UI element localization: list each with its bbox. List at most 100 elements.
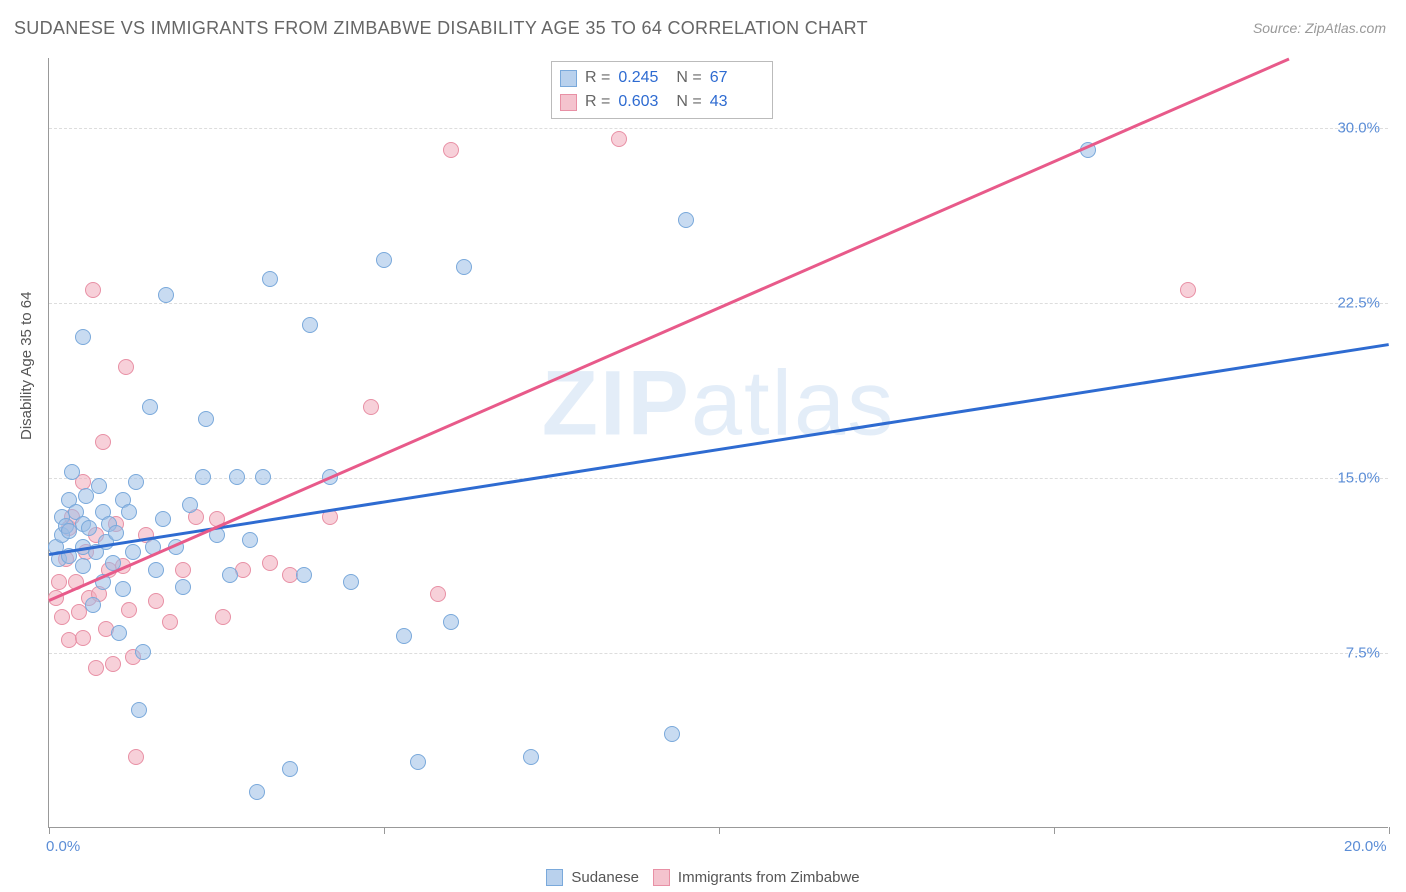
scatter-point-pink (262, 555, 278, 571)
legend-swatch-pink (560, 94, 577, 111)
gridline (49, 303, 1388, 304)
scatter-point-pink (430, 586, 446, 602)
legend-label: Immigrants from Zimbabwe (678, 869, 860, 886)
scatter-point-blue (182, 497, 198, 513)
y-tick-label: 15.0% (1337, 470, 1380, 487)
legend-swatch-pink (653, 869, 670, 886)
x-tick (1054, 827, 1055, 834)
y-tick-label: 7.5% (1346, 645, 1380, 662)
scatter-point-blue (302, 317, 318, 333)
scatter-point-blue (135, 644, 151, 660)
scatter-point-blue (121, 504, 137, 520)
r-value: 0.245 (618, 69, 668, 87)
chart-title: SUDANESE VS IMMIGRANTS FROM ZIMBABWE DIS… (14, 18, 868, 39)
scatter-point-blue (155, 511, 171, 527)
n-value: 67 (710, 69, 760, 87)
scatter-point-pink (105, 656, 121, 672)
legend-swatch-blue (546, 869, 563, 886)
r-label: R = (585, 69, 610, 87)
regression-line-blue (49, 343, 1389, 555)
scatter-point-blue (282, 761, 298, 777)
scatter-point-blue (142, 399, 158, 415)
scatter-point-blue (396, 628, 412, 644)
x-tick (384, 827, 385, 834)
scatter-point-blue (128, 474, 144, 490)
gridline (49, 653, 1388, 654)
scatter-point-pink (175, 562, 191, 578)
n-label: N = (676, 69, 701, 87)
x-tick (49, 827, 50, 834)
scatter-point-pink (75, 630, 91, 646)
scatter-point-blue (376, 252, 392, 268)
gridline (49, 128, 1388, 129)
series-legend: Sudanese Immigrants from Zimbabwe (0, 869, 1406, 886)
scatter-point-blue (664, 726, 680, 742)
watermark: ZIPatlas (542, 352, 895, 457)
chart-plot-area: ZIPatlas R = 0.245 N = 67 R = 0.603 N = 43 7.5%… (48, 58, 1388, 828)
scatter-point-blue (249, 784, 265, 800)
scatter-point-pink (215, 609, 231, 625)
scatter-point-pink (85, 282, 101, 298)
r-value: 0.603 (618, 93, 668, 111)
legend-swatch-blue (560, 70, 577, 87)
scatter-point-pink (162, 614, 178, 630)
legend-row: R = 0.603 N = 43 (560, 90, 760, 114)
gridline (49, 478, 1388, 479)
scatter-point-blue (443, 614, 459, 630)
scatter-point-pink (443, 142, 459, 158)
r-label: R = (585, 93, 610, 111)
legend-row: R = 0.245 N = 67 (560, 66, 760, 90)
scatter-point-blue (108, 525, 124, 541)
scatter-point-pink (88, 660, 104, 676)
scatter-point-blue (229, 469, 245, 485)
regression-line-pink (48, 58, 1288, 602)
scatter-point-blue (296, 567, 312, 583)
scatter-point-blue (111, 625, 127, 641)
scatter-point-blue (262, 271, 278, 287)
scatter-point-pink (148, 593, 164, 609)
scatter-point-pink (95, 434, 111, 450)
scatter-point-blue (64, 464, 80, 480)
n-label: N = (676, 93, 701, 111)
scatter-point-blue (523, 749, 539, 765)
scatter-point-blue (242, 532, 258, 548)
scatter-point-pink (363, 399, 379, 415)
legend-item: Immigrants from Zimbabwe (653, 869, 860, 886)
scatter-point-blue (255, 469, 271, 485)
x-tick-label: 0.0% (46, 838, 80, 855)
scatter-point-blue (222, 567, 238, 583)
scatter-point-pink (121, 602, 137, 618)
scatter-point-blue (198, 411, 214, 427)
scatter-point-pink (54, 609, 70, 625)
scatter-point-blue (75, 558, 91, 574)
source-attribution: Source: ZipAtlas.com (1253, 20, 1386, 36)
scatter-point-pink (128, 749, 144, 765)
scatter-point-blue (131, 702, 147, 718)
scatter-point-blue (91, 478, 107, 494)
scatter-point-blue (678, 212, 694, 228)
n-value: 43 (710, 93, 760, 111)
y-tick-label: 22.5% (1337, 295, 1380, 312)
scatter-point-blue (343, 574, 359, 590)
scatter-point-blue (148, 562, 164, 578)
correlation-legend: R = 0.245 N = 67 R = 0.603 N = 43 (551, 61, 773, 119)
legend-item: Sudanese (546, 869, 639, 886)
scatter-point-blue (175, 579, 191, 595)
scatter-point-pink (51, 574, 67, 590)
scatter-point-pink (1180, 282, 1196, 298)
scatter-point-blue (456, 259, 472, 275)
scatter-point-blue (195, 469, 211, 485)
legend-label: Sudanese (571, 869, 639, 886)
scatter-point-blue (115, 581, 131, 597)
scatter-point-pink (118, 359, 134, 375)
scatter-point-blue (75, 329, 91, 345)
y-axis-label: Disability Age 35 to 64 (18, 292, 35, 440)
scatter-point-blue (410, 754, 426, 770)
y-tick-label: 30.0% (1337, 120, 1380, 137)
scatter-point-blue (85, 597, 101, 613)
scatter-point-blue (125, 544, 141, 560)
scatter-point-blue (158, 287, 174, 303)
x-tick-label: 20.0% (1344, 838, 1387, 855)
x-tick (719, 827, 720, 834)
x-tick (1389, 827, 1390, 834)
